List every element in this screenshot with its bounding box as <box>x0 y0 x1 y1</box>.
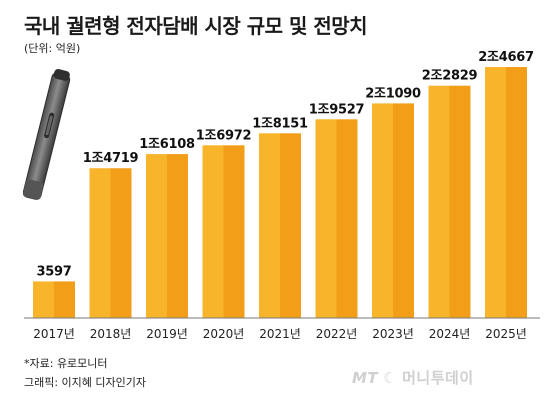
bar-3 <box>146 154 188 318</box>
bar-face-dark <box>223 145 245 318</box>
bar-face-light <box>202 145 224 318</box>
chart-title: 국내 궐련형 전자담배 시장 규모 및 전망치 <box>24 14 368 38</box>
bar-7 <box>372 103 414 318</box>
bar-value-label: 1조4719 <box>83 151 139 166</box>
bar-2 <box>89 168 132 318</box>
x-tick-label: 2017년 <box>33 327 75 341</box>
x-tick-label: 2021년 <box>259 327 301 341</box>
bar-4 <box>202 145 245 318</box>
bar-value-label: 2조2829 <box>422 69 478 84</box>
graphic-credit: 그래픽: 이지혜 디자인기자 <box>24 376 147 389</box>
watermark-name: 머니투데이 <box>402 369 474 387</box>
bar-face-light <box>315 119 337 318</box>
bar-8 <box>428 85 471 318</box>
bar-value-label: 2조1090 <box>365 86 421 101</box>
bar-face-light <box>146 154 167 318</box>
bar-face-dark <box>110 168 132 318</box>
bar-value-label: 3597 <box>37 264 72 279</box>
bar-face-light <box>428 85 450 318</box>
watermark-swoosh-icon: ☾ <box>383 369 398 387</box>
bar-face-dark <box>280 133 301 318</box>
x-tick-label: 2024년 <box>429 327 471 341</box>
bar-face-light <box>485 67 506 318</box>
bar-face-dark <box>336 119 358 318</box>
x-tick-label: 2022년 <box>316 327 358 341</box>
x-tick-label: 2020년 <box>203 327 245 341</box>
bar-value-label: 1조9527 <box>309 102 365 117</box>
bar-value-label: 1조8151 <box>252 116 308 131</box>
bar-value-label: 2조4667 <box>478 50 534 65</box>
x-tick-label: 2023년 <box>372 327 414 341</box>
bar-face-light <box>33 281 54 318</box>
x-tick-label: 2025년 <box>485 327 527 341</box>
bar-9 <box>485 67 527 318</box>
bar-face-dark <box>393 103 414 318</box>
publisher-watermark: MT ☾ 머니투데이 <box>352 367 474 388</box>
bar-value-label: 1조6972 <box>196 128 251 143</box>
e-cigarette-device-icon <box>22 69 71 200</box>
bar-6 <box>315 119 358 318</box>
bar-5 <box>259 133 301 318</box>
bar-face-dark <box>167 154 188 318</box>
bar-1 <box>33 281 75 318</box>
watermark-prefix: MT <box>352 369 379 387</box>
bar-face-dark <box>54 281 75 318</box>
x-tick-label: 2019년 <box>146 327 188 341</box>
bar-value-label: 1조6108 <box>139 137 195 152</box>
bar-chart: 3597 1조47191조61081조69721조81511조95272조1090… <box>22 50 540 341</box>
bar-face-light <box>259 133 280 318</box>
x-tick-label: 2018년 <box>90 327 132 341</box>
bar-face-dark <box>449 85 471 318</box>
bar-face-light <box>89 168 111 318</box>
bar-face-dark <box>506 67 527 318</box>
bar-face-light <box>372 103 393 318</box>
source-note: *자료: 유로모니터 <box>24 357 108 370</box>
unit-note: (단위: 억원) <box>24 42 81 55</box>
